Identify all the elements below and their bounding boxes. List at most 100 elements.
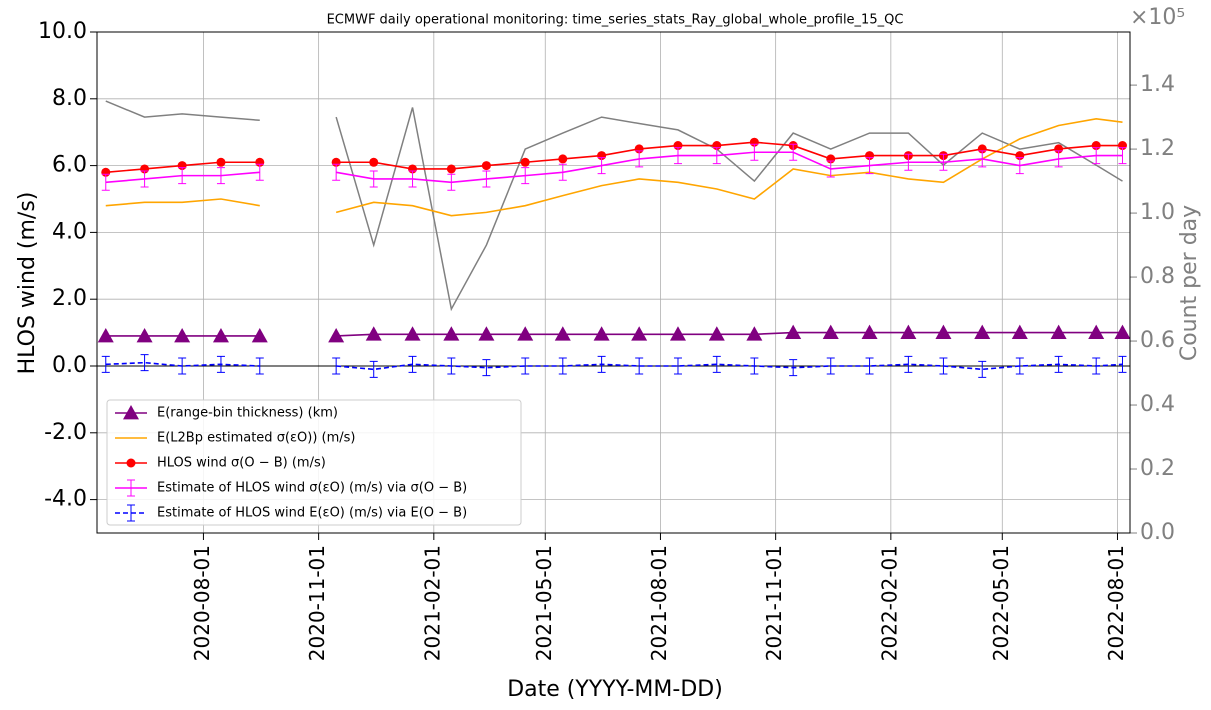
errorbar-marker bbox=[447, 357, 456, 375]
errorbar-marker bbox=[521, 167, 530, 185]
errorbar-marker bbox=[216, 355, 225, 373]
errorbar-marker bbox=[597, 157, 606, 175]
errorbar-marker bbox=[826, 357, 835, 375]
y-tick-label: 6.0 bbox=[52, 153, 87, 178]
errorbar-marker bbox=[1118, 355, 1127, 373]
errorbar-marker bbox=[939, 153, 948, 171]
errorbar-marker bbox=[332, 163, 341, 181]
legend-label: E(range-bin thickness) (km) bbox=[157, 406, 338, 421]
y2-tick-label: 0.4 bbox=[1140, 392, 1175, 417]
errorbar-marker bbox=[521, 357, 530, 375]
legend-item: E(L2Bp estimated σ(εO)) (m/s) bbox=[115, 431, 356, 446]
errorbar-marker bbox=[826, 160, 835, 178]
triangle-marker bbox=[900, 324, 917, 339]
legend-marker bbox=[126, 458, 136, 468]
triangle-marker bbox=[404, 326, 421, 341]
series-line bbox=[105, 141, 1123, 174]
x-tick-label: 2020-11-01 bbox=[305, 545, 329, 661]
errorbar-marker bbox=[1054, 150, 1063, 168]
triangle-marker bbox=[251, 327, 268, 343]
circle-marker bbox=[558, 154, 568, 164]
triangle-marker bbox=[974, 324, 991, 339]
triangle-marker bbox=[1050, 324, 1067, 339]
triangle-marker bbox=[1011, 324, 1028, 339]
triangle-marker bbox=[554, 326, 571, 341]
series-line bbox=[105, 100, 1123, 312]
series-line bbox=[105, 118, 1123, 217]
y2-tick-label: 0.8 bbox=[1140, 264, 1175, 289]
errorbar-marker bbox=[712, 355, 721, 373]
errorbar-marker bbox=[369, 360, 378, 378]
legend-label: Estimate of HLOS wind σ(εO) (m/s) via σ(… bbox=[157, 481, 467, 496]
errorbar-marker bbox=[789, 143, 798, 161]
triangle-marker bbox=[365, 326, 382, 341]
errorbar-marker bbox=[904, 153, 913, 171]
y2-axis-label: Count per day bbox=[1177, 205, 1202, 361]
errorbar-marker bbox=[101, 355, 110, 373]
triangle-marker bbox=[935, 324, 952, 339]
errorbar-marker bbox=[447, 173, 456, 191]
errorbar-marker bbox=[1092, 357, 1101, 375]
triangle-marker bbox=[746, 326, 763, 341]
errorbar-marker bbox=[597, 355, 606, 373]
triangle-marker bbox=[1088, 324, 1105, 339]
errorbar-marker bbox=[904, 355, 913, 373]
errorbar-marker bbox=[1054, 355, 1063, 373]
errorbar-marker bbox=[673, 357, 682, 375]
x-tick-label: 2022-02-01 bbox=[877, 545, 901, 661]
legend-box bbox=[106, 399, 522, 526]
errorbar-marker bbox=[1015, 157, 1024, 175]
y2-tick-label: 1.2 bbox=[1140, 136, 1175, 161]
errorbar-marker bbox=[558, 357, 567, 375]
errorbar-marker bbox=[332, 357, 341, 375]
errorbar-marker bbox=[789, 359, 798, 377]
y2-tick-label: 1.4 bbox=[1140, 72, 1175, 97]
y-tick-label: -4.0 bbox=[44, 487, 87, 512]
x-tick-label: 2021-08-01 bbox=[647, 545, 671, 661]
y2-offset-label: ×10⁵ bbox=[1130, 5, 1185, 30]
y-tick-label: 8.0 bbox=[52, 86, 87, 111]
triangle-marker bbox=[212, 327, 229, 343]
errorbar-marker bbox=[178, 357, 187, 375]
y2-tick-label: 0.0 bbox=[1140, 520, 1175, 545]
triangle-marker bbox=[1114, 324, 1131, 339]
errorbar-marker bbox=[978, 360, 987, 378]
chart-title: ECMWF daily operational monitoring: time… bbox=[327, 13, 904, 28]
legend-item: Estimate of HLOS wind σ(εO) (m/s) via σ(… bbox=[115, 479, 467, 497]
circle-marker bbox=[520, 157, 530, 167]
triangle-marker bbox=[593, 326, 610, 341]
triangle-marker bbox=[97, 327, 114, 343]
legend-item: HLOS wind σ(O − B) (m/s) bbox=[115, 456, 326, 471]
errorbar-marker bbox=[369, 170, 378, 188]
plot-frame bbox=[96, 31, 1131, 534]
triangle-marker bbox=[631, 326, 648, 341]
legend-label: Estimate of HLOS wind E(εO) (m/s) via E(… bbox=[157, 506, 467, 521]
errorbar-marker bbox=[635, 357, 644, 375]
triangle-marker bbox=[328, 327, 345, 343]
errorbar-marker bbox=[178, 167, 187, 185]
legend-marker bbox=[123, 405, 139, 420]
series-line bbox=[105, 151, 1123, 184]
errorbar-marker bbox=[673, 147, 682, 165]
x-tick-label: 2020-08-01 bbox=[190, 545, 214, 661]
x-tick-label: 2021-05-01 bbox=[532, 545, 556, 661]
errorbar-marker bbox=[482, 170, 491, 188]
errorbar-marker bbox=[140, 170, 149, 188]
errorbar-marker bbox=[635, 150, 644, 168]
legend-label: E(L2Bp estimated σ(εO)) (m/s) bbox=[157, 431, 356, 446]
errorbar-marker bbox=[750, 143, 759, 161]
x-tick-label: 2022-05-01 bbox=[989, 545, 1013, 661]
legend-item: Estimate of HLOS wind E(εO) (m/s) via E(… bbox=[115, 504, 467, 522]
x-tick-label: 2021-11-01 bbox=[762, 545, 786, 661]
y2-tick-label: 0.6 bbox=[1140, 328, 1175, 353]
legend-marker bbox=[127, 479, 135, 497]
triangle-marker bbox=[136, 327, 153, 343]
y-tick-label: 10.0 bbox=[38, 19, 87, 44]
triangle-marker bbox=[708, 326, 725, 341]
errorbar-marker bbox=[255, 163, 264, 181]
legend-label: HLOS wind σ(O − B) (m/s) bbox=[157, 456, 326, 471]
errorbar-marker bbox=[712, 147, 721, 165]
x-tick-label: 2021-02-01 bbox=[420, 545, 444, 661]
errorbar-marker bbox=[865, 357, 874, 375]
